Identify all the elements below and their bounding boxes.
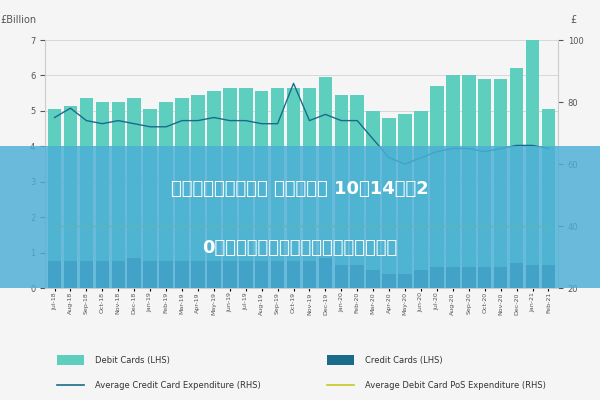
Bar: [319, 258, 332, 288]
Bar: [462, 267, 476, 288]
Bar: [302, 88, 316, 262]
Text: 0日食用农产品和生产资料价格小幅下降: 0日食用农产品和生产资料价格小幅下降: [202, 239, 398, 257]
Bar: [255, 91, 268, 262]
Bar: [143, 109, 157, 262]
Bar: [398, 274, 412, 288]
Bar: [112, 102, 125, 262]
Bar: [287, 262, 301, 288]
Bar: [350, 95, 364, 265]
Bar: [64, 262, 77, 288]
Bar: [335, 265, 348, 288]
Bar: [191, 262, 205, 288]
Bar: [526, 35, 539, 265]
Text: Debit Cards (LHS): Debit Cards (LHS): [95, 356, 170, 365]
Bar: [335, 95, 348, 265]
Bar: [319, 77, 332, 258]
Bar: [160, 102, 173, 262]
Bar: [80, 262, 93, 288]
Bar: [414, 270, 428, 288]
Bar: [95, 102, 109, 262]
Bar: [48, 109, 61, 262]
Bar: [478, 79, 491, 267]
Bar: [494, 267, 508, 288]
Bar: [207, 91, 221, 262]
Bar: [542, 109, 555, 265]
Bar: [207, 262, 221, 288]
Bar: [430, 267, 443, 288]
Bar: [271, 262, 284, 288]
Bar: [327, 355, 354, 365]
Bar: [382, 118, 396, 274]
Text: £Billion: £Billion: [0, 15, 36, 25]
Text: Average Debit Card PoS Expenditure (RHS): Average Debit Card PoS Expenditure (RHS): [365, 381, 545, 390]
Bar: [57, 355, 84, 365]
Bar: [271, 88, 284, 262]
Bar: [95, 262, 109, 288]
Bar: [478, 267, 491, 288]
Bar: [223, 88, 236, 262]
Bar: [143, 262, 157, 288]
Bar: [350, 265, 364, 288]
Bar: [542, 265, 555, 288]
Bar: [191, 95, 205, 262]
Bar: [302, 262, 316, 288]
Bar: [367, 270, 380, 288]
Text: Credit Cards (LHS): Credit Cards (LHS): [365, 356, 442, 365]
Bar: [80, 98, 93, 262]
Bar: [160, 262, 173, 288]
Bar: [175, 262, 189, 288]
Bar: [462, 76, 476, 267]
Bar: [494, 79, 508, 267]
Bar: [255, 262, 268, 288]
Bar: [127, 258, 141, 288]
Bar: [446, 76, 460, 267]
Bar: [64, 106, 77, 262]
Bar: [48, 262, 61, 288]
Bar: [430, 86, 443, 267]
Bar: [446, 267, 460, 288]
Bar: [287, 88, 301, 262]
Bar: [112, 262, 125, 288]
Bar: [175, 98, 189, 262]
Text: Average Credit Card Expenditure (RHS): Average Credit Card Expenditure (RHS): [95, 381, 260, 390]
Bar: [414, 111, 428, 270]
Bar: [367, 111, 380, 270]
Bar: [398, 114, 412, 274]
Bar: [382, 274, 396, 288]
Bar: [127, 98, 141, 258]
Bar: [510, 263, 523, 288]
Text: 股票多少錢可以配资 商务预报： 10月14日至2: 股票多少錢可以配资 商务预报： 10月14日至2: [171, 180, 429, 198]
Bar: [239, 262, 253, 288]
Bar: [510, 68, 523, 263]
Bar: [223, 262, 236, 288]
Bar: [526, 265, 539, 288]
Bar: [239, 88, 253, 262]
Text: £: £: [570, 15, 576, 25]
